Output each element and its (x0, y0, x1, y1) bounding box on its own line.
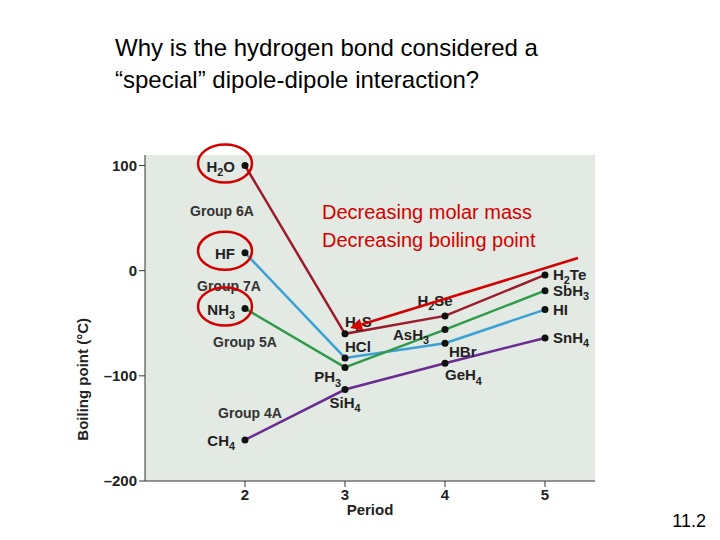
svg-text:HBr: HBr (449, 343, 477, 360)
svg-text:HI: HI (553, 301, 568, 318)
svg-text:4: 4 (441, 486, 450, 503)
svg-text:HCl: HCl (345, 338, 371, 355)
svg-text:0: 0 (129, 262, 137, 279)
svg-text:PH3: PH3 (314, 368, 341, 389)
svg-text:SiH4: SiH4 (329, 394, 360, 415)
svg-text:2: 2 (241, 486, 249, 503)
svg-text:H2Se: H2Se (417, 292, 452, 313)
html-text:Why is the hydrogen bond consi: Why is the hydrogen bond considered a “s… (115, 34, 538, 93)
svg-text:Period: Period (347, 501, 394, 518)
html-text:Decreasing boiling point: Decreasing boiling point (322, 229, 536, 251)
svg-text:Group 5A: Group 5A (213, 334, 277, 350)
svg-text:H2O: H2O (206, 158, 235, 179)
svg-text:CH4: CH4 (207, 432, 235, 453)
svg-text:Group 7A: Group 7A (197, 277, 261, 294)
svg-text:H2S: H2S (345, 313, 372, 334)
svg-text:–200: –200 (104, 472, 137, 489)
svg-text:Boiling point (°C): Boiling point (°C) (74, 318, 91, 441)
svg-text:HF: HF (215, 245, 235, 262)
svg-text:H2Te: H2Te (553, 265, 587, 287)
svg-text:5: 5 (541, 486, 549, 503)
svg-text:3: 3 (340, 485, 350, 503)
svg-text:100: 100 (112, 157, 137, 174)
html-text:Decreasing molar mass: Decreasing molar mass (322, 201, 533, 223)
html-text:11.2: 11.2 (672, 511, 706, 531)
svg-text:–100: –100 (104, 367, 137, 384)
svg-text:AsH3: AsH3 (393, 326, 429, 347)
svg-text:SbH3: SbH3 (553, 282, 589, 303)
svg-text:NH3: NH3 (207, 301, 235, 322)
svg-text:Group 6A: Group 6A (190, 203, 254, 219)
svg-text:GeH4: GeH4 (445, 366, 482, 387)
svg-text:SnH4: SnH4 (553, 329, 589, 350)
svg-text:Group 4A: Group 4A (218, 405, 282, 421)
